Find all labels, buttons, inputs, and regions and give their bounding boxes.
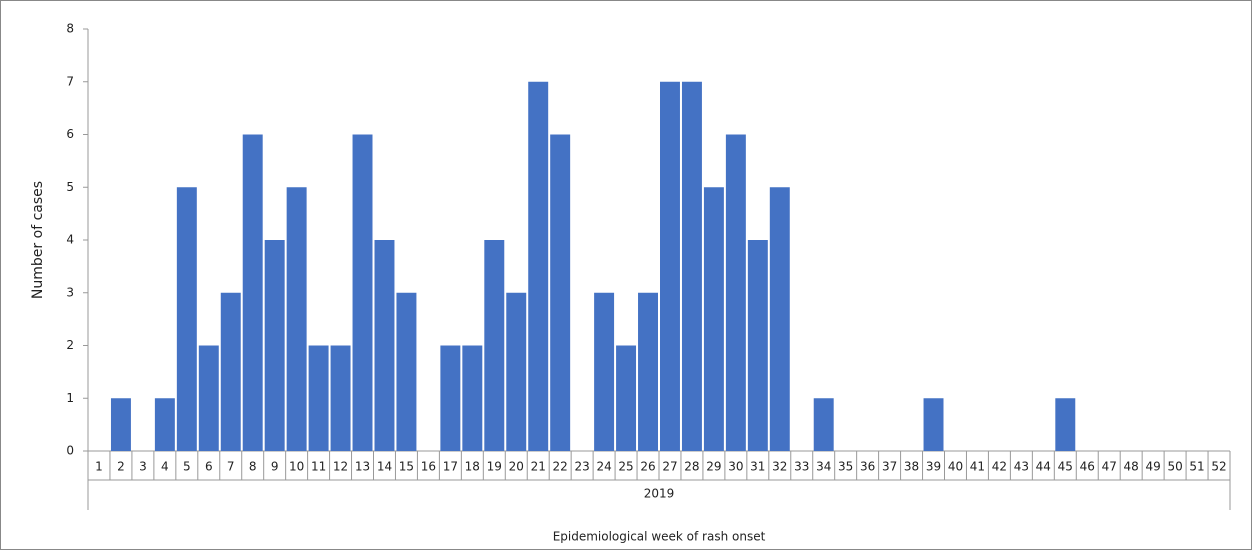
x-tick-label: 15 [399, 460, 414, 474]
x-tick-label: 18 [465, 460, 480, 474]
x-tick-label: 44 [1036, 460, 1051, 474]
x-tick-label: 7 [227, 460, 235, 474]
bar [484, 240, 505, 451]
y-tick-label: 4 [66, 233, 74, 247]
x-tick-label: 42 [992, 460, 1007, 474]
x-tick-label: 13 [355, 460, 370, 474]
bar [352, 134, 373, 451]
x-tick-label: 4 [161, 460, 169, 474]
x-tick-label: 39 [926, 460, 941, 474]
bar [286, 187, 307, 451]
bar [264, 240, 285, 451]
bar [660, 81, 680, 451]
x-tick-label: 30 [728, 460, 743, 474]
x-tick-label: 22 [553, 460, 568, 474]
x-tick-label: 38 [904, 460, 919, 474]
y-tick-label: 8 [66, 22, 74, 36]
x-tick-label: 9 [271, 460, 279, 474]
x-tick-label: 48 [1124, 460, 1139, 474]
x-tick-label: 20 [509, 460, 524, 474]
bar [1055, 398, 1076, 451]
x-tick-label: 17 [443, 460, 458, 474]
bar [550, 134, 571, 451]
y-tick-label: 0 [66, 444, 74, 458]
x-tick-label: 21 [531, 460, 546, 474]
bar [396, 292, 417, 451]
x-tick-label: 47 [1102, 460, 1117, 474]
bar [923, 398, 944, 451]
bar [725, 134, 746, 451]
x-tick-label: 23 [574, 460, 589, 474]
x-tick-label: 45 [1058, 460, 1073, 474]
bar [681, 81, 702, 451]
x-tick-label: 35 [838, 460, 853, 474]
x-tick-label: 31 [750, 460, 765, 474]
x-tick-label: 49 [1145, 460, 1160, 474]
x-tick-label: 16 [421, 460, 436, 474]
bar [462, 345, 483, 451]
x-tick-label: 26 [640, 460, 655, 474]
bar [308, 345, 329, 451]
x-tick-label: 50 [1167, 460, 1182, 474]
x-tick-label: 6 [205, 460, 213, 474]
x-tick-label: 25 [618, 460, 633, 474]
bar [440, 345, 461, 451]
x-tick-label: 3 [139, 460, 147, 474]
x-tick-label: 32 [772, 460, 787, 474]
y-tick-label: 1 [66, 391, 74, 405]
bar [506, 292, 527, 451]
bar [220, 292, 241, 451]
x-tick-label: 8 [249, 460, 257, 474]
x-group-label: 2019 [644, 487, 675, 501]
y-tick-label: 7 [66, 74, 74, 88]
x-tick-label: 34 [816, 460, 831, 474]
bar [242, 134, 263, 451]
x-tick-label: 33 [794, 460, 809, 474]
x-tick-label: 2 [117, 460, 125, 474]
x-tick-label: 28 [684, 460, 699, 474]
bar [594, 292, 615, 451]
x-tick-label: 1 [95, 460, 103, 474]
x-tick-label: 29 [706, 460, 721, 474]
x-tick-label: 41 [970, 460, 985, 474]
bar [110, 398, 131, 451]
x-tick-label: 14 [377, 460, 392, 474]
x-tick-label: 10 [289, 460, 304, 474]
x-axis-title: Epidemiological week of rash onset [553, 530, 766, 544]
bar [176, 187, 197, 451]
bar [374, 240, 395, 451]
x-tick-label: 51 [1189, 460, 1204, 474]
x-tick-label: 46 [1080, 460, 1095, 474]
bar [769, 187, 790, 451]
bar [616, 345, 637, 451]
bar [813, 398, 834, 451]
x-tick-label: 11 [311, 460, 326, 474]
x-tick-label: 43 [1014, 460, 1029, 474]
x-tick-label: 37 [882, 460, 897, 474]
y-tick-label: 3 [66, 285, 74, 299]
x-tick-label: 12 [333, 460, 348, 474]
x-tick-label: 5 [183, 460, 191, 474]
x-tick-label: 52 [1211, 460, 1226, 474]
x-tick-label: 36 [860, 460, 875, 474]
bar [528, 81, 549, 451]
x-tick-label: 19 [487, 460, 502, 474]
bar [747, 240, 768, 451]
bar [198, 345, 219, 451]
x-tick-label: 40 [948, 460, 963, 474]
x-tick-label: 24 [596, 460, 611, 474]
bar [330, 345, 351, 451]
bar [638, 292, 658, 451]
y-tick-label: 5 [66, 180, 74, 194]
bar [703, 187, 724, 451]
y-tick-label: 2 [66, 338, 74, 352]
x-tick-label: 27 [662, 460, 677, 474]
bar [154, 398, 175, 451]
y-axis-title: Number of cases [30, 181, 46, 299]
y-tick-label: 6 [66, 127, 74, 141]
